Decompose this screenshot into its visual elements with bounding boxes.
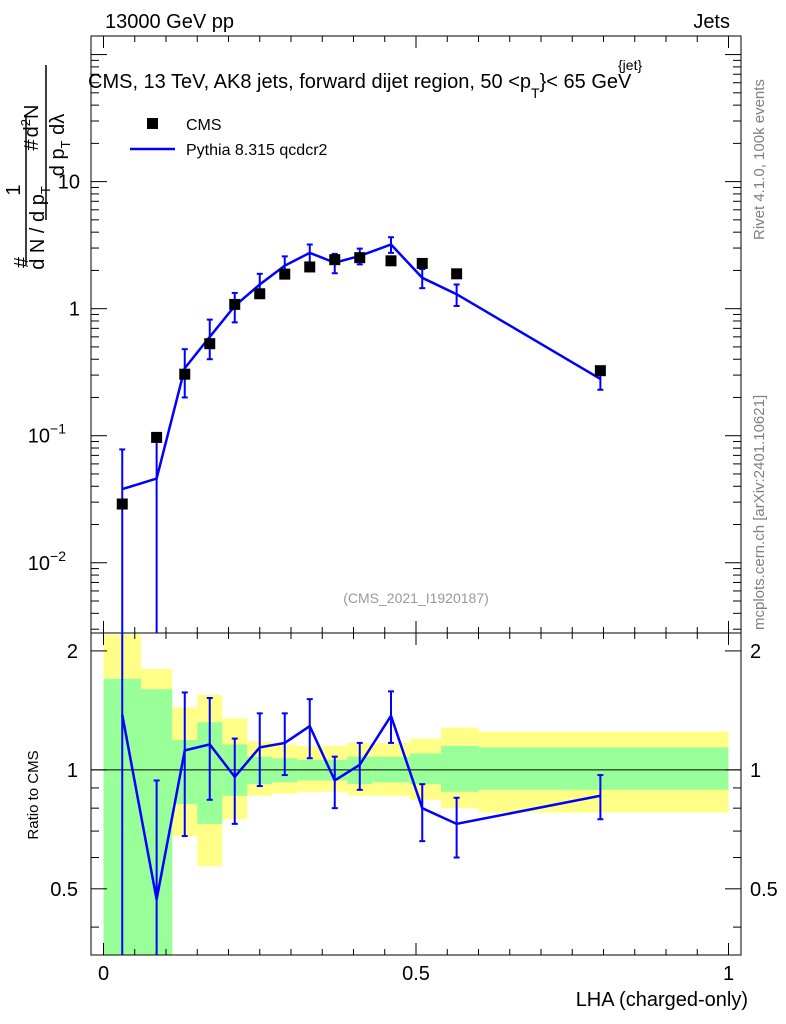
cms-point <box>279 268 291 280</box>
pythia-series-main <box>119 236 604 633</box>
legend-cms-label: CMS <box>186 117 222 134</box>
plot-title: CMS, 13 TeV, AK8 jets, forward dijet reg… <box>88 71 632 101</box>
cms-point <box>116 498 128 510</box>
cms-point <box>354 252 366 264</box>
cms-point <box>416 257 428 269</box>
x-tick-label: 0 <box>98 963 109 985</box>
ratio-band-green-11 <box>409 753 441 785</box>
cms-point <box>329 254 341 266</box>
plot-title-sub: T <box>531 85 540 101</box>
ratio-uncertainty-bands <box>103 634 729 955</box>
header-left: 13000 GeV pp <box>105 11 234 33</box>
y-tick-label-ratio-left: 2 <box>67 641 78 663</box>
x-axis-label: LHA (charged-only) <box>576 989 748 1011</box>
legend-cms-marker <box>147 118 158 129</box>
y-tick-label-ratio-right: 1 <box>750 760 761 782</box>
cms-point <box>179 368 191 380</box>
x-tick-label: 0.5 <box>402 963 430 985</box>
y-tick-label-main: 10−2 <box>28 548 66 575</box>
pythia-ratio-line <box>121 712 601 900</box>
y-label-hash-1: # <box>11 256 33 268</box>
plot-title-end: }< 65 GeV <box>540 71 632 93</box>
cms-point <box>451 268 463 280</box>
mcplots-label: mcplots.cern.ch [arXiv:2401.10621] <box>751 395 768 630</box>
cms-point <box>594 365 606 377</box>
pythia-series-ratio <box>121 633 604 955</box>
y-tick-label-ratio-left: 1 <box>67 760 78 782</box>
y-label-deriv-top: d2N <box>18 105 43 138</box>
cms-point <box>254 288 266 300</box>
ratio-y-axis-label: Ratio to CMS <box>25 750 42 839</box>
x-tick-label: 1 <box>723 963 734 985</box>
main-y-axis-label: # 1 d N / d pT # d2N d pT dλ <box>3 65 73 270</box>
rivet-label: Rivet 4.1.0, 100k events <box>751 79 768 240</box>
y-label-deriv-bottom: d pT dλ <box>47 114 73 176</box>
cms-point <box>151 431 163 443</box>
y-label-hash-2: # <box>21 139 43 151</box>
analysis-id: (CMS_2021_I1920187) <box>343 590 489 606</box>
legend-pythia-label: Pythia 8.315 qcdcr2 <box>186 142 328 159</box>
y-tick-label-main: 1 <box>69 299 80 321</box>
y-label-frac-bottom: d N / d pT <box>27 186 53 270</box>
cms-point <box>229 298 241 310</box>
y-tick-label-main: 10−1 <box>28 421 66 448</box>
y-tick-label-ratio-right: 0.5 <box>750 879 778 901</box>
cms-series-main <box>116 252 606 510</box>
ratio-band-green-13 <box>478 747 729 790</box>
cms-point <box>385 255 397 267</box>
y-tick-label-ratio-left: 0.5 <box>50 879 78 901</box>
plot-title-main: CMS, 13 TeV, AK8 jets, forward dijet reg… <box>88 71 531 93</box>
ratio-band-green-12 <box>441 745 479 792</box>
axis-ticks: 0 0.5 1 10 1 10−1 10−2 2 2 1 1 0.5 0.5 <box>28 36 778 985</box>
y-tick-label-main: 10 <box>58 172 80 194</box>
plot-title-sup: {jet} <box>618 57 642 73</box>
y-label-frac-top: 1 <box>3 184 25 195</box>
cms-point <box>204 338 216 350</box>
y-tick-label-ratio-right: 2 <box>750 641 761 663</box>
pythia-line <box>121 243 602 491</box>
cms-point <box>304 261 316 273</box>
header-right: Jets <box>693 11 730 33</box>
